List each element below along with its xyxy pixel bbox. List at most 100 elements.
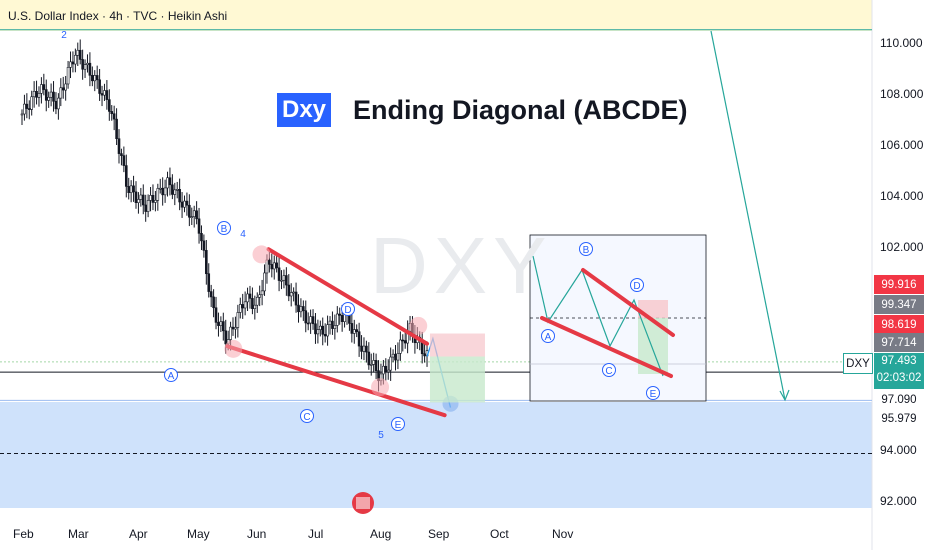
inset-lower-line bbox=[540, 316, 673, 378]
candle-body bbox=[180, 201, 184, 208]
y-axis-tick: 102.000 bbox=[880, 240, 924, 254]
wave-label-circle-B bbox=[217, 221, 231, 235]
lower-trendline bbox=[225, 344, 447, 418]
candle-body bbox=[86, 62, 89, 65]
candle-body bbox=[64, 83, 67, 91]
candle-body bbox=[238, 304, 242, 313]
candle-body bbox=[115, 118, 118, 139]
wave-label-C: C bbox=[303, 412, 310, 423]
candle-body bbox=[282, 275, 286, 281]
candle-body bbox=[292, 291, 295, 294]
candle-body bbox=[88, 62, 92, 76]
candle-body bbox=[95, 75, 99, 81]
candle-body bbox=[163, 187, 167, 196]
candle-body bbox=[268, 259, 271, 265]
wave-label-A: A bbox=[168, 371, 175, 382]
inset-label-C: C bbox=[605, 366, 612, 377]
candle-body bbox=[173, 189, 177, 195]
candle-body bbox=[91, 75, 94, 82]
candle-body bbox=[158, 187, 162, 190]
candle-body bbox=[93, 75, 97, 82]
candle-body bbox=[357, 331, 361, 347]
candle-body bbox=[74, 54, 77, 65]
candle-body bbox=[423, 353, 426, 357]
candle-body bbox=[110, 111, 114, 115]
candle-body bbox=[183, 200, 186, 208]
candle-body bbox=[280, 279, 283, 282]
candle-body bbox=[287, 284, 291, 297]
candle-body bbox=[139, 194, 143, 200]
chart-header[interactable]: U.S. Dollar Index · 4h · TVC · Heikin As… bbox=[8, 9, 228, 23]
candle-body bbox=[98, 79, 101, 94]
candle-body bbox=[129, 185, 133, 193]
pivot-highlight-C bbox=[371, 378, 390, 397]
x-axis-tick: Jul bbox=[308, 527, 324, 541]
candle-body bbox=[246, 293, 249, 303]
wave-label-B: B bbox=[221, 224, 228, 235]
candle-body bbox=[168, 177, 172, 186]
candle-body bbox=[112, 113, 116, 120]
inset-label-D: D bbox=[633, 281, 640, 292]
x-axis-tick: Apr bbox=[129, 527, 148, 541]
candle-body bbox=[331, 320, 334, 329]
candle-body bbox=[365, 345, 368, 353]
candle-body bbox=[205, 250, 208, 275]
price-tag: 97.090 bbox=[881, 393, 917, 406]
candle-body bbox=[161, 187, 164, 196]
candle-body bbox=[401, 339, 405, 342]
candle-body bbox=[328, 320, 332, 325]
price-tag: 99.347 bbox=[874, 295, 924, 314]
candle-body bbox=[209, 291, 213, 298]
wave-label-circle-E bbox=[391, 417, 405, 431]
candle-body bbox=[81, 59, 84, 70]
candle-body bbox=[35, 91, 38, 98]
inset-label-B: B bbox=[583, 245, 590, 256]
candle-body bbox=[185, 200, 189, 206]
inset-label-circle-C bbox=[602, 363, 616, 377]
candle-body bbox=[59, 87, 63, 99]
candle-body bbox=[141, 194, 145, 206]
candle-body bbox=[352, 329, 356, 334]
inset-label-circle-D bbox=[630, 278, 644, 292]
x-axis-tick: May bbox=[187, 527, 210, 541]
candle-body bbox=[146, 200, 150, 212]
candle-body bbox=[374, 360, 378, 371]
target-zone bbox=[0, 402, 872, 508]
candle-body bbox=[32, 91, 36, 98]
candle-body bbox=[212, 296, 215, 309]
candle-body bbox=[241, 304, 245, 309]
x-axis-tick: Mar bbox=[68, 527, 89, 541]
inset-upper-line bbox=[581, 268, 675, 337]
wave-number-4: 4 bbox=[240, 229, 246, 240]
candle-body bbox=[23, 103, 26, 115]
header-band bbox=[0, 0, 872, 31]
inset-label-circle-B bbox=[579, 242, 593, 256]
candle-body bbox=[391, 353, 395, 358]
candle-body bbox=[27, 108, 31, 110]
candle-body bbox=[316, 329, 320, 335]
x-axis-tick: Sep bbox=[428, 527, 450, 541]
candle-body bbox=[338, 313, 342, 316]
y-axis-tick: 94.000 bbox=[880, 443, 917, 457]
candle-body bbox=[258, 294, 261, 298]
candle-body bbox=[236, 312, 240, 328]
y-axis-tick: 106.000 bbox=[880, 138, 924, 152]
candle-body bbox=[263, 272, 266, 292]
title-text: Ending Diagonal (ABCDE) bbox=[353, 94, 688, 125]
candle-body bbox=[207, 273, 211, 292]
candle-body bbox=[217, 322, 220, 326]
candle-body bbox=[78, 49, 82, 60]
candle-body bbox=[251, 298, 254, 309]
candle-body bbox=[61, 87, 65, 91]
inset-label-E: E bbox=[650, 389, 657, 400]
y-axis-tick: 104.000 bbox=[880, 189, 924, 203]
candle-body bbox=[44, 89, 48, 101]
candle-body bbox=[270, 264, 274, 270]
candle-body bbox=[289, 292, 293, 297]
candle-body bbox=[309, 316, 312, 324]
candle-body bbox=[275, 262, 278, 269]
candle-body bbox=[105, 90, 109, 100]
inset-label-circle-A bbox=[541, 329, 555, 343]
candle-body bbox=[234, 327, 237, 330]
